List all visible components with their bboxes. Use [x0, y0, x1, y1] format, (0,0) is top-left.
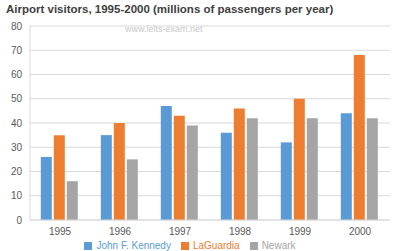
html-text:Newark: Newark	[261, 240, 296, 251]
svg-text:1996: 1996	[109, 226, 132, 237]
svg-text:80: 80	[11, 21, 23, 32]
html-text:LaGuardia: LaGuardia	[192, 240, 240, 251]
svg-text:70: 70	[11, 45, 23, 56]
svg-text:1998: 1998	[229, 226, 252, 237]
svg-text:50: 50	[11, 93, 23, 104]
svg-text:10: 10	[11, 190, 23, 201]
svg-text:0: 0	[16, 215, 22, 226]
svg-text:40: 40	[11, 118, 23, 129]
svg-text:1999: 1999	[289, 226, 312, 237]
svg-text:30: 30	[11, 142, 23, 153]
html-text:Airport visitors, 1995-2000 (m: Airport visitors, 1995-2000 (millions of…	[6, 3, 334, 15]
svg-text:1995: 1995	[49, 226, 72, 237]
svg-text:60: 60	[11, 69, 23, 80]
svg-text:20: 20	[11, 166, 23, 177]
html-text:www.ielts-exam.net: www.ielts-exam.net	[125, 24, 203, 34]
svg-text:2000: 2000	[349, 226, 372, 237]
html-text:John F. Kennedy: John F. Kennedy	[96, 240, 171, 251]
svg-text:1997: 1997	[169, 226, 192, 237]
